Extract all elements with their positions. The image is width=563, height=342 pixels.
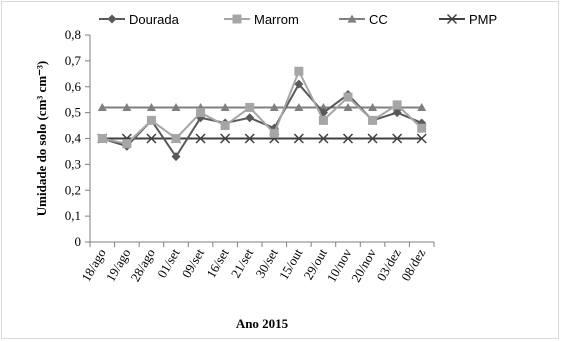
data-point-pmp (195, 133, 206, 144)
data-point-marrom (245, 102, 255, 112)
data-point-cc (294, 102, 304, 112)
x-tick-label: 09/set (179, 246, 208, 281)
y-tick-label: 0,4 (65, 131, 82, 146)
y-tick-label: 0,6 (65, 79, 82, 94)
data-point-dourada (171, 152, 181, 162)
data-point-cc (122, 102, 132, 112)
y-tick-label: 0,7 (65, 53, 82, 68)
data-point-pmp (220, 133, 231, 144)
x-axis-title: Ano 2015 (236, 316, 289, 331)
y-tick-label: 0,3 (65, 156, 81, 171)
y-tick-label: 0,2 (65, 182, 81, 197)
x-tick-label: 20/nov (348, 246, 379, 285)
data-point-cc (220, 102, 230, 112)
data-point-pmp (342, 133, 354, 144)
y-tick-label: 0,5 (65, 105, 81, 120)
data-point-dourada (392, 108, 402, 118)
legend-marker-cc (347, 14, 357, 23)
data-point-cc (171, 102, 181, 112)
data-point-cc (343, 102, 353, 112)
data-point-cc (269, 102, 279, 112)
data-point-pmp (367, 133, 378, 144)
chart-frame: 0 0,1 0,2 0,3 0,4 0,5 0,6 0,7 0,8 18/ago 19/ago 28/… (1, 1, 559, 339)
data-point-marrom (318, 115, 328, 125)
legend-label-cc: CC (369, 12, 388, 27)
x-tick-label: 15/out (276, 246, 306, 283)
data-point-marrom (417, 123, 427, 133)
data-point-pmp (392, 133, 403, 144)
x-tick-label: 28/ago (127, 246, 158, 284)
x-tick-label: 21/set (228, 246, 257, 281)
legend-label-marrom: Marrom (254, 12, 299, 27)
data-point-pmp (244, 133, 255, 144)
y-tick-label: 0,8 (65, 27, 81, 42)
x-tick-label: 01/set (154, 246, 183, 281)
legend-marker-marrom (232, 14, 242, 24)
legend-label-dourada: Dourada (129, 12, 180, 27)
data-point-cc (146, 102, 156, 112)
legend-marker-pmp (446, 13, 458, 25)
data-point-cc (97, 102, 107, 112)
data-point-dourada (294, 79, 304, 89)
data-point-pmp (318, 133, 329, 144)
data-point-marrom (220, 121, 230, 131)
data-point-marrom (294, 66, 304, 76)
data-point-marrom (196, 108, 206, 118)
data-point-marrom (368, 115, 378, 125)
data-point-marrom (343, 92, 353, 102)
data-point-marrom (122, 139, 132, 149)
data-point-marrom (146, 115, 156, 125)
legend-label-pmp: PMP (469, 12, 497, 27)
data-point-pmp (416, 133, 427, 144)
data-point-dourada (245, 113, 255, 123)
data-point-marrom (171, 134, 181, 143)
data-point-cc (368, 102, 378, 112)
data-point-pmp (146, 133, 157, 144)
y-tick-label: 0,1 (65, 208, 81, 223)
x-tick-label: 08/dez (398, 246, 428, 284)
legend-marker-dourada (107, 14, 117, 24)
data-point-marrom (392, 100, 402, 110)
y-axis-title: Umidade do solo (cm³ cm⁻³) (34, 61, 49, 216)
x-tick-label: 16/set (203, 246, 232, 281)
line-chart: 00,10,20,30,40,50,60,70,818/ago19/ago28/… (34, 12, 497, 331)
data-point-cc (417, 102, 427, 112)
y-tick-label: 0 (75, 234, 82, 249)
data-point-pmp (293, 133, 304, 144)
data-point-marrom (269, 128, 279, 138)
data-point-marrom (97, 134, 107, 143)
